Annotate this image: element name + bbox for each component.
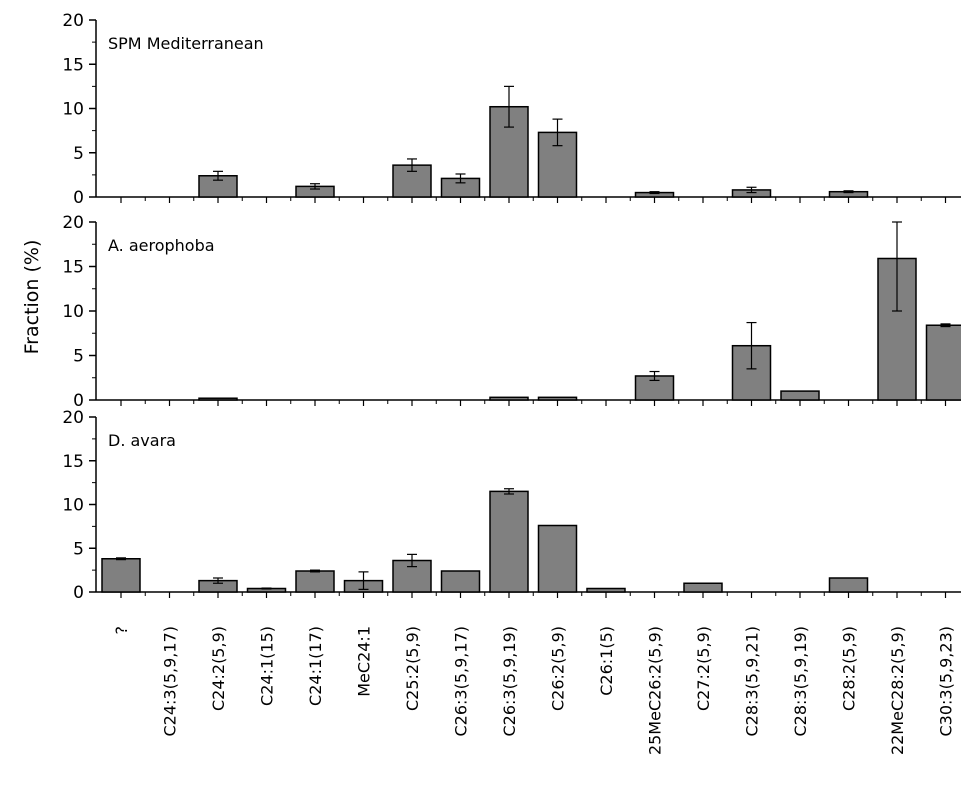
y-tick-label: 15 bbox=[62, 55, 84, 75]
x-category-label: 22MeC28:2(5,9) bbox=[888, 626, 907, 755]
x-category-label: C26:3(5,9,19) bbox=[500, 626, 519, 736]
bar bbox=[539, 526, 577, 593]
bar bbox=[587, 589, 625, 593]
x-category-label: C28:3(5,9,21) bbox=[743, 626, 762, 736]
bar bbox=[539, 397, 577, 400]
bar bbox=[684, 583, 722, 592]
x-category-label: ? bbox=[112, 626, 131, 635]
x-category-label: MeC24:1 bbox=[355, 626, 374, 697]
x-category-label: C24:2(5,9) bbox=[209, 626, 228, 711]
x-axis-labels: ? C24:3(5,9,17) C24:2(5,9) C24:1(15) C24:1(1… bbox=[112, 626, 956, 755]
y-tick-label: 0 bbox=[73, 583, 84, 603]
x-category-label: C28:3(5,9,19) bbox=[791, 626, 810, 736]
bar bbox=[102, 559, 140, 592]
bar bbox=[199, 398, 237, 400]
x-category-label: C26:2(5,9) bbox=[549, 626, 568, 711]
bar bbox=[296, 571, 334, 592]
x-category-label: C24:1(15) bbox=[258, 626, 277, 706]
panel-1: 0 5 10 15 20 SPM Mediterranean bbox=[62, 11, 961, 208]
bar bbox=[781, 391, 819, 400]
bar bbox=[490, 397, 528, 400]
bar bbox=[442, 571, 480, 592]
panel-title: A. aerophoba bbox=[108, 236, 215, 255]
panels-layer: 0 5 10 15 20 SPM Mediterranean 0 5 10 15 20 A. aero… bbox=[62, 11, 961, 603]
panel-3: 0 5 10 15 20 D. avara bbox=[62, 408, 961, 603]
bar bbox=[830, 578, 868, 592]
panel-title: SPM Mediterranean bbox=[108, 34, 264, 53]
bar bbox=[490, 491, 528, 592]
y-tick-label: 20 bbox=[62, 11, 84, 31]
x-category-label: C27:2(5,9) bbox=[694, 626, 713, 711]
x-category-label: 25MeC26:2(5,9) bbox=[646, 626, 665, 755]
x-category-label: C26:1(5) bbox=[597, 626, 616, 696]
y-tick-label: 15 bbox=[62, 452, 84, 472]
y-tick-label: 5 bbox=[73, 144, 84, 164]
x-category-label: C26:3(5,9,17) bbox=[452, 626, 471, 736]
x-category-label: C24:3(5,9,17) bbox=[161, 626, 180, 736]
x-category-label: C30:3(5,9,23) bbox=[937, 626, 956, 736]
y-tick-label: 15 bbox=[62, 258, 84, 278]
y-tick-label: 10 bbox=[62, 302, 84, 322]
x-category-label: C24:1(17) bbox=[306, 626, 325, 706]
y-axis-title: Fraction (%) bbox=[21, 240, 43, 355]
bar bbox=[927, 325, 961, 400]
y-tick-label: 20 bbox=[62, 213, 84, 233]
y-tick-label: 0 bbox=[73, 188, 84, 208]
x-category-label: C28:2(5,9) bbox=[840, 626, 859, 711]
y-tick-label: 10 bbox=[62, 100, 84, 120]
y-tick-label: 5 bbox=[73, 539, 84, 559]
panel-title: D. avara bbox=[108, 431, 176, 450]
y-tick-label: 10 bbox=[62, 496, 84, 516]
y-tick-label: 5 bbox=[73, 347, 84, 367]
x-category-label: C25:2(5,9) bbox=[403, 626, 422, 711]
y-tick-label: 20 bbox=[62, 408, 84, 428]
